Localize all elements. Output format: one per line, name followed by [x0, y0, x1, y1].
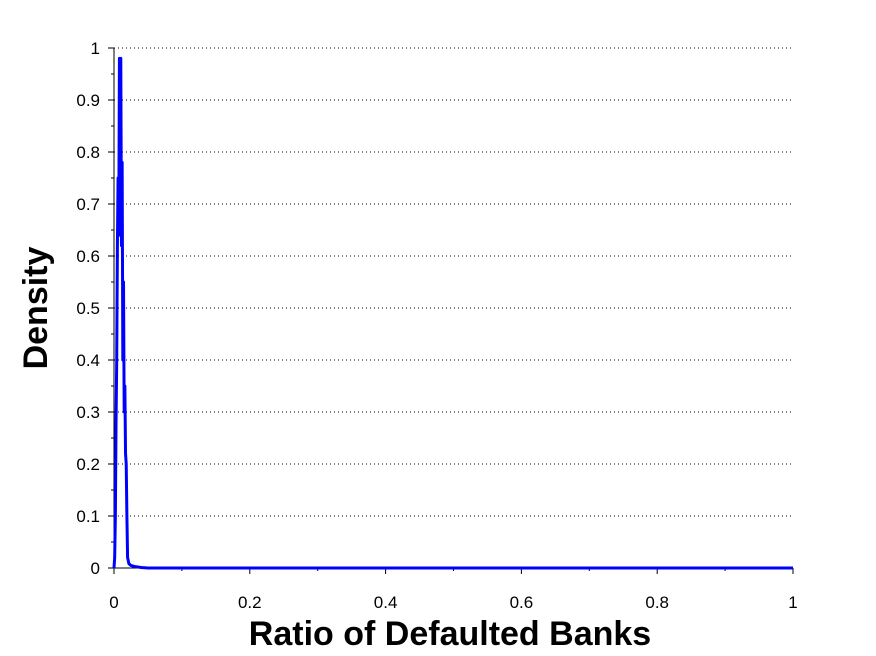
y-tick-label-8: 0.8 — [76, 143, 100, 162]
y-tick-label-7: 0.7 — [76, 195, 100, 214]
y-tick-label-1: 0.1 — [76, 507, 100, 526]
y-tick-label-3: 0.3 — [76, 403, 100, 422]
series — [112, 56, 793, 570]
x-axis-title: Ratio of Defaulted Banks — [249, 615, 651, 653]
y-tick-label-5: 0.5 — [76, 299, 100, 318]
y-tick-label-9: 0.9 — [76, 91, 100, 110]
x-tick-label-2: 0.4 — [374, 593, 398, 612]
y-tick-label-0: 0 — [91, 559, 100, 578]
grid — [114, 47, 793, 517]
series-line-0 — [112, 56, 793, 570]
x-tick-label-3: 0.6 — [510, 593, 534, 612]
x-tick-label-5: 1 — [788, 593, 797, 612]
x-tick-label-1: 0.2 — [238, 593, 262, 612]
y-tick-label-2: 0.2 — [76, 455, 100, 474]
axes — [113, 48, 793, 569]
y-axis-title: Density — [17, 247, 55, 370]
ticks: 0 0.1 0.2 0.3 0.4 0.5 0.6 0.7 0.8 0.9 1 0 0.2 0.4 0.6 0… — [76, 39, 797, 612]
y-tick-label-10: 1 — [91, 39, 100, 58]
x-tick-label-4: 0.8 — [645, 593, 669, 612]
x-tick-label-0: 0 — [109, 593, 118, 612]
y-tick-label-6: 0.6 — [76, 247, 100, 266]
y-tick-label-4: 0.4 — [76, 351, 100, 370]
